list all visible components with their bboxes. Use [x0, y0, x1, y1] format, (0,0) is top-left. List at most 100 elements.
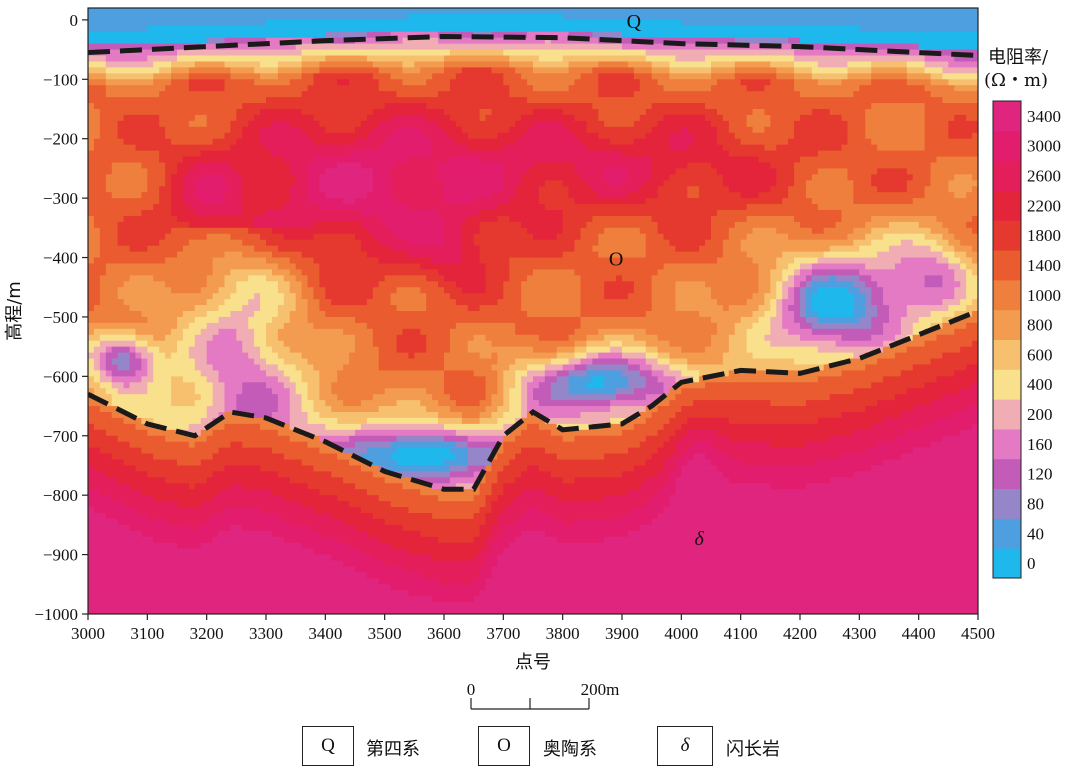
resistivity-cell	[165, 233, 208, 241]
resistivity-cell	[355, 233, 374, 241]
resistivity-cell	[853, 91, 932, 98]
resistivity-cell	[177, 251, 226, 259]
resistivity-cell	[538, 334, 570, 342]
resistivity-cell	[88, 495, 113, 502]
resistivity-cell	[390, 293, 427, 300]
resistivity-cell	[758, 305, 771, 312]
resistivity-cell	[746, 233, 789, 241]
resistivity-cell	[722, 180, 777, 187]
resistivity-cell	[889, 316, 902, 324]
resistivity-cell	[503, 548, 978, 556]
resistivity-cell	[88, 590, 409, 597]
resistivity-cell	[871, 103, 926, 110]
resistivity-cell	[817, 204, 978, 211]
resistivity-cell	[491, 67, 516, 74]
resistivity-cell	[343, 560, 386, 568]
resistivity-cell	[93, 103, 243, 110]
resistivity-cell	[99, 299, 125, 306]
resistivity-cell	[687, 459, 712, 467]
resistivity-cell	[728, 477, 831, 484]
x-tick-label: 3400	[308, 624, 342, 643]
resistivity-cell	[218, 316, 249, 324]
resistivity-cell	[883, 417, 938, 425]
resistivity-cell	[248, 227, 273, 235]
resistivity-cell	[230, 162, 291, 170]
y-tick-label: −800	[43, 486, 78, 505]
resistivity-cell	[497, 358, 516, 366]
x-tick-label: 3000	[71, 624, 105, 643]
resistivity-cell	[610, 180, 623, 187]
resistivity-cell	[562, 364, 576, 372]
resistivity-cell	[865, 263, 896, 271]
resistivity-cell	[129, 441, 190, 449]
resistivity-cell	[924, 192, 955, 199]
resistivity-cell	[461, 417, 481, 425]
resistivity-cell	[800, 305, 807, 312]
resistivity-cell	[485, 584, 978, 591]
resistivity-cell	[289, 435, 320, 443]
resistivity-cell	[105, 388, 119, 395]
resistivity-cell	[378, 352, 409, 360]
resistivity-cell	[159, 186, 172, 193]
resistivity-cell	[948, 126, 978, 134]
resistivity-cell	[153, 364, 196, 372]
resistivity-cell	[289, 269, 303, 276]
resistivity-cell	[426, 293, 451, 300]
resistivity-cell	[556, 376, 570, 383]
resistivity-cell	[776, 299, 783, 306]
resistivity-cell	[794, 132, 849, 140]
resistivity-cell	[515, 370, 528, 377]
colorbar-swatch	[993, 339, 1021, 370]
resistivity-cell	[93, 215, 125, 223]
resistivity-cell	[728, 227, 754, 235]
resistivity-cell	[627, 382, 647, 389]
resistivity-cell	[485, 501, 493, 508]
resistivity-cell	[372, 126, 398, 134]
resistivity-cell	[135, 352, 142, 360]
resistivity-cell	[467, 215, 498, 223]
resistivity-cell	[877, 186, 908, 193]
resistivity-cell	[645, 501, 671, 508]
y-tick-label: −100	[43, 70, 78, 89]
resistivity-cell	[206, 477, 291, 484]
resistivity-cell	[871, 73, 908, 80]
resistivity-cell	[794, 55, 926, 63]
resistivity-cell	[99, 406, 119, 413]
resistivity-cell	[716, 138, 742, 146]
resistivity-cell	[877, 305, 890, 312]
resistivity-cell	[776, 168, 795, 175]
resistivity-cell	[224, 132, 243, 140]
resistivity-cell	[88, 584, 392, 591]
resistivity-cell	[260, 346, 273, 354]
resistivity-cell	[669, 501, 978, 508]
resistivity-cell	[153, 334, 166, 342]
resistivity-cell	[248, 299, 261, 306]
resistivity-cell	[960, 239, 978, 247]
resistivity-cell	[88, 542, 178, 550]
resistivity-cell	[924, 114, 955, 122]
resistivity-cell	[574, 328, 599, 336]
resistivity-cell	[343, 364, 380, 372]
resistivity-cell	[966, 322, 978, 330]
resistivity-cell	[449, 293, 504, 300]
resistivity-cell	[260, 138, 315, 146]
resistivity-cell	[349, 435, 398, 443]
resistivity-cell	[467, 340, 493, 348]
resistivity-cell	[817, 417, 884, 425]
resistivity-cell	[657, 334, 712, 342]
resistivity-cell	[200, 150, 273, 158]
resistivity-cell	[378, 536, 439, 544]
resistivity-cell	[515, 495, 558, 502]
resistivity-cell	[147, 340, 178, 348]
resistivity-cell	[165, 132, 226, 140]
resistivity-cell	[954, 245, 973, 253]
resistivity-cell	[639, 412, 653, 419]
resistivity-cell	[942, 73, 978, 80]
resistivity-cell	[277, 311, 291, 318]
resistivity-cell	[438, 120, 457, 128]
resistivity-cell	[794, 126, 849, 134]
resistivity-cell	[277, 352, 303, 360]
resistivity-cell	[390, 299, 427, 306]
resistivity-cell	[171, 180, 184, 187]
resistivity-cell	[568, 370, 587, 377]
